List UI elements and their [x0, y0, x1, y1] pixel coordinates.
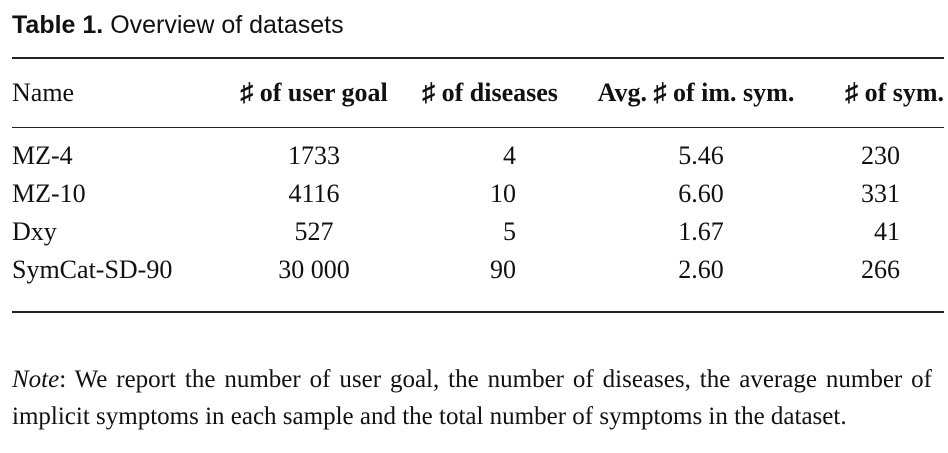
cell-diseases: 4	[503, 141, 516, 170]
cell-avg-implicit-symptoms: 2.60	[678, 255, 724, 284]
datasets-table: Name ♯ of user goal ♯ of diseases Avg. ♯…	[12, 58, 944, 289]
table-note-label: Note	[12, 366, 60, 393]
table-row: Dxy 527 5 1.67 41	[12, 213, 944, 251]
cell-symptoms: 266	[861, 255, 900, 284]
table-top-rule	[12, 57, 944, 59]
header-diseases: ♯ of diseases	[422, 77, 558, 107]
table-note-text: : We report the number of user goal, the…	[12, 366, 932, 430]
cell-user-goal: 30 000	[278, 255, 350, 284]
table-note: Note: We report the number of user goal,…	[12, 361, 932, 435]
table-row: MZ-4 1733 4 5.46 230	[12, 127, 944, 175]
cell-name: SymCat-SD-90	[12, 255, 173, 284]
table-caption-text: Overview of datasets	[103, 11, 344, 39]
cell-user-goal: 527	[294, 217, 334, 246]
cell-diseases: 90	[490, 255, 516, 284]
table-caption: Table 1. Overview of datasets	[12, 8, 344, 42]
table-header-rule	[12, 127, 944, 128]
table-header-row: Name ♯ of user goal ♯ of diseases Avg. ♯…	[12, 58, 944, 127]
header-avg-implicit-symptoms: Avg. ♯ of im. sym.	[597, 77, 795, 107]
cell-symptoms: 331	[861, 179, 900, 208]
header-user-goal: ♯ of user goal	[240, 77, 388, 107]
cell-diseases: 5	[503, 217, 516, 246]
table-row: MZ-10 4116 10 6.60 331	[12, 175, 944, 213]
cell-name: MZ-10	[12, 179, 86, 208]
table-bottom-rule	[12, 311, 944, 313]
table-caption-label: Table 1.	[12, 11, 104, 39]
cell-name: MZ-4	[12, 141, 73, 170]
cell-symptoms: 41	[874, 217, 900, 246]
cell-user-goal: 4116	[288, 179, 340, 208]
cell-user-goal: 1733	[288, 141, 340, 170]
header-symptoms: ♯ of sym.	[845, 77, 944, 107]
cell-name: Dxy	[12, 217, 57, 246]
header-name: Name	[12, 77, 75, 107]
cell-symptoms: 230	[861, 141, 900, 170]
cell-diseases: 10	[490, 179, 516, 208]
cell-avg-implicit-symptoms: 1.67	[678, 217, 724, 246]
cell-avg-implicit-symptoms: 6.60	[678, 179, 724, 208]
table-row: SymCat-SD-90 30 000 90 2.60 266	[12, 251, 944, 289]
cell-avg-implicit-symptoms: 5.46	[678, 141, 724, 170]
